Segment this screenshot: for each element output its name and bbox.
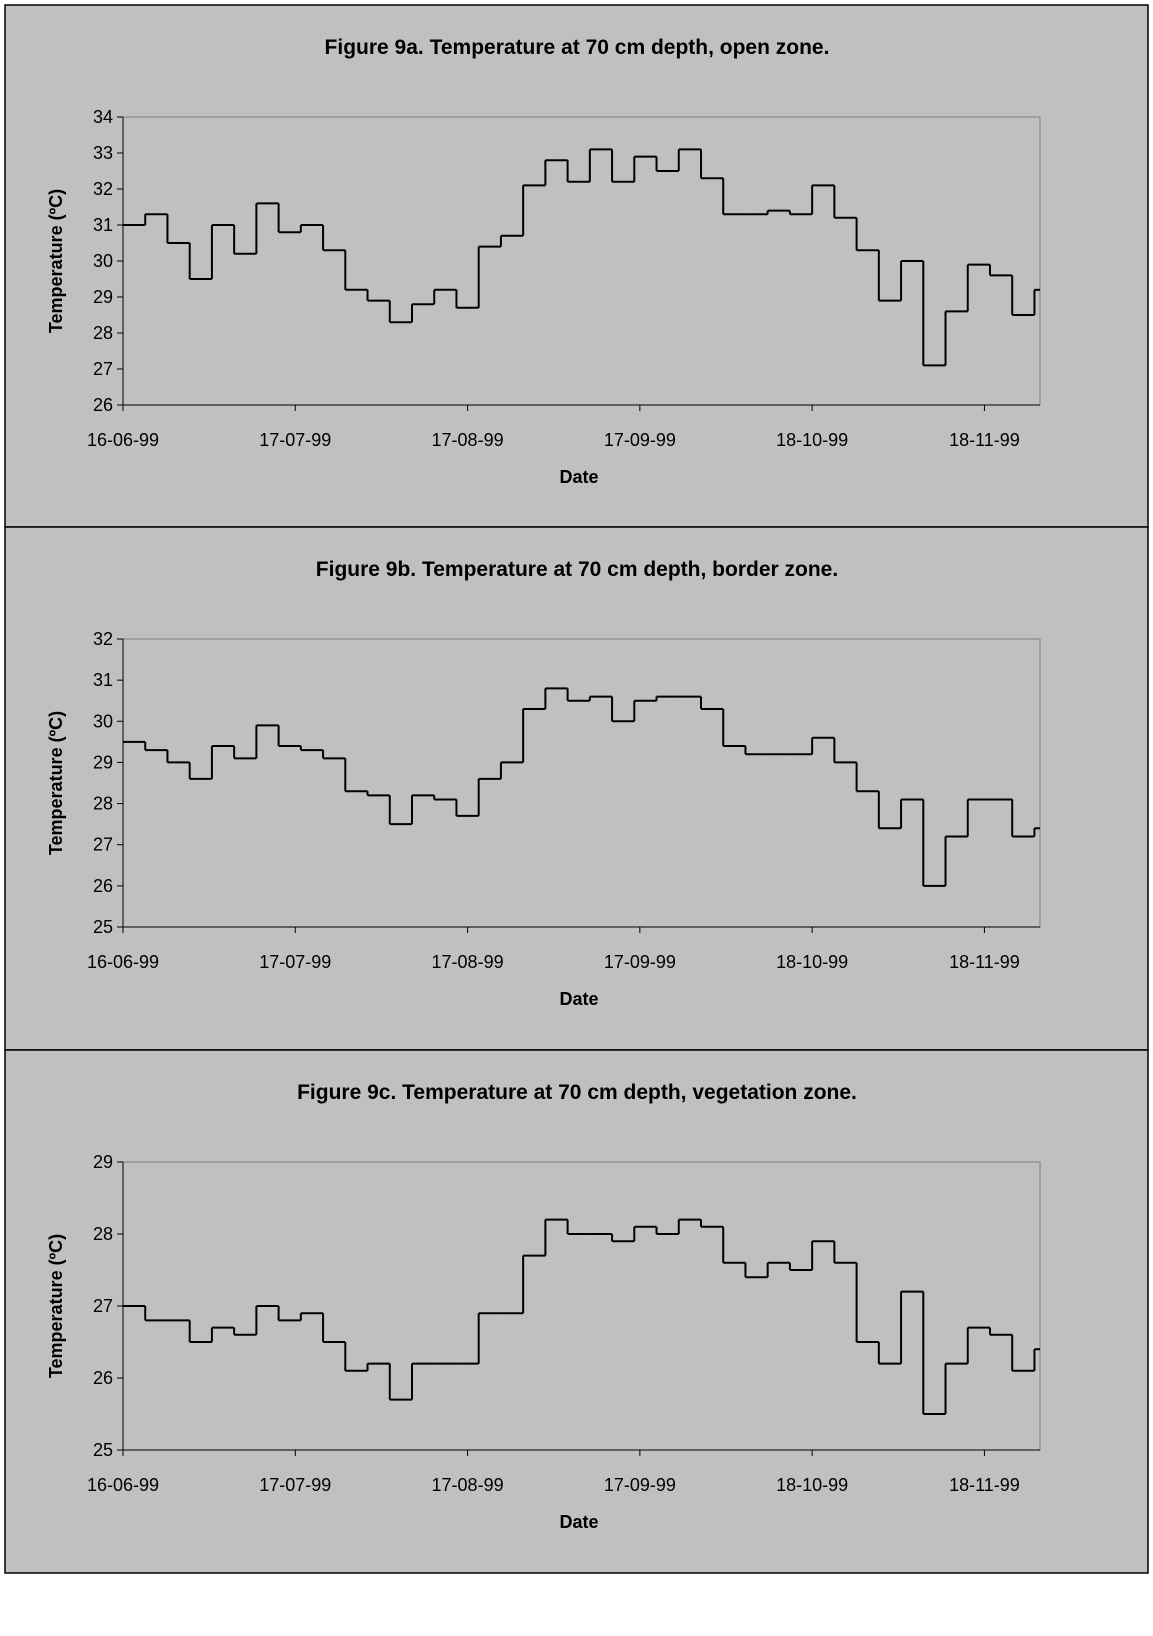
y-tick-label: 29 xyxy=(93,752,113,772)
x-tick-label: 17-09-99 xyxy=(604,952,676,972)
chart-panel: Figure 9b. Temperature at 70 cm depth, b… xyxy=(4,526,1149,1051)
x-tick-label: 18-10-99 xyxy=(776,1475,848,1495)
x-tick-label: 17-07-99 xyxy=(259,952,331,972)
y-tick-label: 25 xyxy=(93,1440,113,1460)
y-tick-label: 30 xyxy=(93,711,113,731)
y-axis-label: Temperature (ºC) xyxy=(46,189,66,333)
plot-area xyxy=(122,116,1041,406)
y-tick-label: 32 xyxy=(93,179,113,199)
plot-area xyxy=(122,638,1041,928)
x-axis-label: Date xyxy=(559,467,598,487)
chart-panel: Figure 9c. Temperature at 70 cm depth, v… xyxy=(4,1049,1149,1574)
x-tick-label: 16-06-99 xyxy=(87,1475,159,1495)
chart-title: Figure 9a. Temperature at 70 cm depth, o… xyxy=(325,36,830,59)
plot-area xyxy=(122,1161,1041,1451)
x-tick-label: 17-07-99 xyxy=(259,430,331,450)
y-tick-label: 29 xyxy=(93,287,113,307)
x-tick-label: 18-10-99 xyxy=(776,430,848,450)
y-tick-label: 31 xyxy=(93,670,113,690)
x-axis-label: Date xyxy=(559,989,598,1009)
y-tick-label: 32 xyxy=(93,629,113,649)
chart-panel: Figure 9a. Temperature at 70 cm depth, o… xyxy=(4,4,1149,528)
x-tick-label: 17-09-99 xyxy=(604,1475,676,1495)
y-tick-label: 25 xyxy=(93,917,113,937)
x-tick-label: 18-11-99 xyxy=(949,952,1020,972)
chart-title: Figure 9b. Temperature at 70 cm depth, b… xyxy=(316,558,838,581)
x-tick-label: 18-10-99 xyxy=(776,952,848,972)
y-tick-label: 28 xyxy=(93,1224,113,1244)
x-tick-label: 17-08-99 xyxy=(432,1475,504,1495)
y-tick-label: 26 xyxy=(93,876,113,896)
chart-title: Figure 9c. Temperature at 70 cm depth, v… xyxy=(297,1081,857,1104)
y-tick-label: 31 xyxy=(93,215,113,235)
y-axis-label: Temperature (ºC) xyxy=(46,711,66,855)
y-tick-label: 27 xyxy=(93,359,113,379)
y-tick-label: 29 xyxy=(93,1152,113,1172)
x-tick-label: 18-11-99 xyxy=(949,1475,1020,1495)
x-tick-label: 18-11-99 xyxy=(949,430,1020,450)
x-tick-label: 17-09-99 xyxy=(604,430,676,450)
y-tick-label: 27 xyxy=(93,1296,113,1316)
y-tick-label: 26 xyxy=(93,395,113,415)
y-tick-label: 28 xyxy=(93,794,113,814)
x-tick-label: 17-08-99 xyxy=(432,430,504,450)
x-axis-label: Date xyxy=(559,1512,598,1532)
x-tick-label: 17-07-99 xyxy=(259,1475,331,1495)
y-tick-label: 26 xyxy=(93,1368,113,1388)
x-tick-label: 16-06-99 xyxy=(87,430,159,450)
y-tick-label: 30 xyxy=(93,251,113,271)
y-tick-label: 33 xyxy=(93,143,113,163)
y-tick-label: 34 xyxy=(93,107,113,127)
y-axis-label: Temperature (ºC) xyxy=(46,1234,66,1378)
y-tick-label: 27 xyxy=(93,835,113,855)
y-tick-label: 28 xyxy=(93,323,113,343)
x-tick-label: 16-06-99 xyxy=(87,952,159,972)
x-tick-label: 17-08-99 xyxy=(432,952,504,972)
